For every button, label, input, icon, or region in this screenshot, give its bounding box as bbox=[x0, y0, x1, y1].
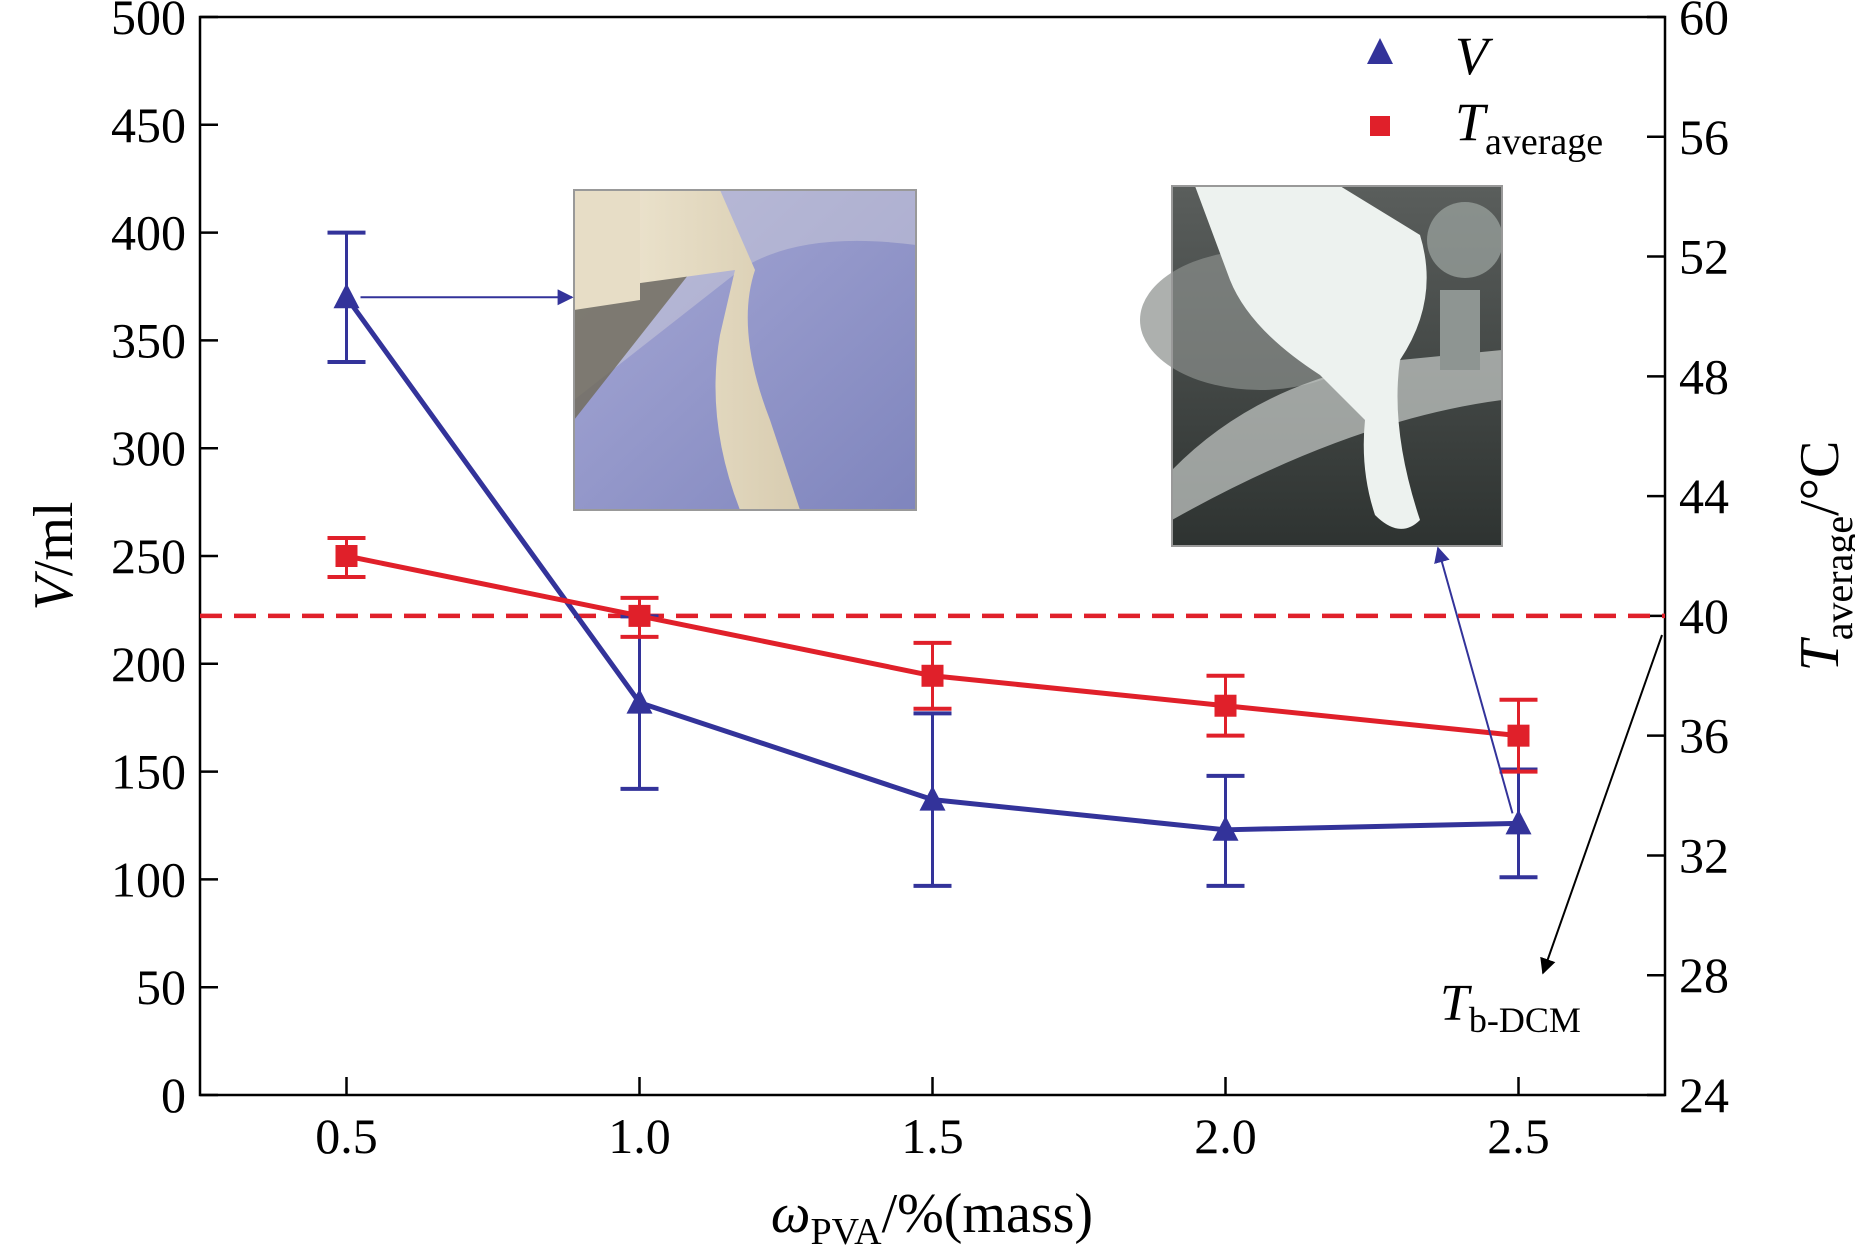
right-y-tick-label-9: 60 bbox=[1679, 0, 1729, 45]
legend: V Taverage bbox=[1367, 26, 1603, 163]
right-y-tick-label-0: 24 bbox=[1679, 1067, 1729, 1123]
series-layer bbox=[327, 230, 1538, 888]
left-y-tick-label-8: 400 bbox=[111, 205, 186, 261]
arrow-to-inset-right bbox=[1434, 546, 1514, 814]
x-axis-title-var: ω bbox=[771, 1183, 811, 1245]
right-y-axis-title-unit: /°C bbox=[1789, 441, 1851, 516]
data-point-v-1 bbox=[626, 688, 653, 714]
right-y-tick-labels: 24 28 32 36 40 44 48 52 56 60 bbox=[1679, 0, 1729, 1123]
x-axis-title-unit: /%(mass) bbox=[882, 1183, 1094, 1245]
series-v bbox=[327, 230, 1538, 888]
x-tick-label-2: 1.5 bbox=[901, 1108, 964, 1164]
x-axis-title: ωPVA/%(mass) bbox=[771, 1183, 1093, 1253]
left-y-axis-title-var: V bbox=[23, 570, 85, 610]
data-point-t-1 bbox=[628, 604, 651, 627]
legend-label-t-sub: average bbox=[1485, 121, 1603, 163]
data-point-v-0 bbox=[333, 283, 360, 309]
annotation-tb-dcm-sub: b-DCM bbox=[1469, 1000, 1581, 1040]
legend-marker-t bbox=[1370, 116, 1390, 136]
data-point-v-2 bbox=[919, 785, 946, 811]
annotation-tb-dcm: Tb-DCM bbox=[1440, 975, 1581, 1040]
right-y-tick-label-4: 40 bbox=[1679, 588, 1729, 644]
right-y-tick-label-2: 32 bbox=[1679, 827, 1729, 883]
left-y-tick-label-1: 50 bbox=[136, 959, 186, 1015]
left-y-tick-label-5: 250 bbox=[111, 528, 186, 584]
right-y-tick-label-5: 44 bbox=[1679, 468, 1729, 524]
data-point-t-2 bbox=[921, 664, 944, 687]
left-y-tick-label-9: 450 bbox=[111, 97, 186, 153]
right-y-tick-label-7: 52 bbox=[1679, 229, 1729, 285]
x-tick-label-3: 2.0 bbox=[1194, 1108, 1257, 1164]
x-tick-label-0: 0.5 bbox=[315, 1108, 378, 1164]
left-y-tick-label-0: 0 bbox=[161, 1067, 186, 1123]
inset-photo-poured-suspension bbox=[573, 189, 917, 511]
inset-arrows bbox=[360, 289, 1663, 975]
left-y-tick-labels: 0 50 100 150 200 250 300 350 400 450 500 bbox=[111, 0, 186, 1123]
plot-frame bbox=[198, 15, 1667, 1097]
right-y-axis-title: Taverage/°C bbox=[1789, 441, 1855, 672]
data-point-t-4 bbox=[1507, 724, 1530, 747]
right-y-tick-label-6: 48 bbox=[1679, 348, 1729, 404]
left-y-axis-title: V/ml bbox=[23, 502, 85, 611]
annotation-tb-dcm-main: T bbox=[1440, 975, 1472, 1032]
legend-label-t: Taverage bbox=[1455, 92, 1603, 163]
data-point-t-0 bbox=[335, 545, 358, 567]
legend-label-t-main: T bbox=[1455, 92, 1489, 152]
x-tick-labels: 0.5 1.0 1.5 2.0 2.5 bbox=[315, 1108, 1550, 1164]
right-y-axis-title-var: T bbox=[1789, 636, 1851, 671]
left-y-tick-label-3: 150 bbox=[111, 744, 186, 800]
axis-ticks bbox=[200, 15, 1665, 1097]
right-y-axis-title-sub: average bbox=[1816, 516, 1855, 640]
left-y-tick-label-7: 350 bbox=[111, 312, 186, 368]
right-y-tick-label-1: 28 bbox=[1679, 947, 1729, 1003]
series-t-average bbox=[327, 536, 1538, 774]
data-point-t-3 bbox=[1214, 694, 1237, 717]
left-y-tick-label-2: 100 bbox=[111, 851, 186, 907]
x-axis-title-sub: PVA bbox=[810, 1211, 882, 1253]
data-point-v-4 bbox=[1505, 809, 1532, 835]
left-y-tick-label-6: 300 bbox=[111, 420, 186, 476]
data-point-v-3 bbox=[1212, 815, 1239, 841]
arrow-to-tb-dcm-label bbox=[1540, 634, 1663, 975]
left-y-tick-label-10: 500 bbox=[111, 0, 186, 45]
inset-photo-solidified-gel bbox=[1140, 185, 1503, 547]
legend-label-v: V bbox=[1455, 26, 1494, 86]
legend-marker-v bbox=[1367, 38, 1393, 64]
left-y-tick-label-4: 200 bbox=[111, 636, 186, 692]
right-y-tick-label-3: 36 bbox=[1679, 708, 1729, 764]
x-tick-label-4: 2.5 bbox=[1487, 1108, 1550, 1164]
right-y-tick-label-8: 56 bbox=[1679, 109, 1729, 165]
x-tick-label-1: 1.0 bbox=[608, 1108, 671, 1164]
left-y-axis-title-unit: /ml bbox=[23, 502, 85, 577]
